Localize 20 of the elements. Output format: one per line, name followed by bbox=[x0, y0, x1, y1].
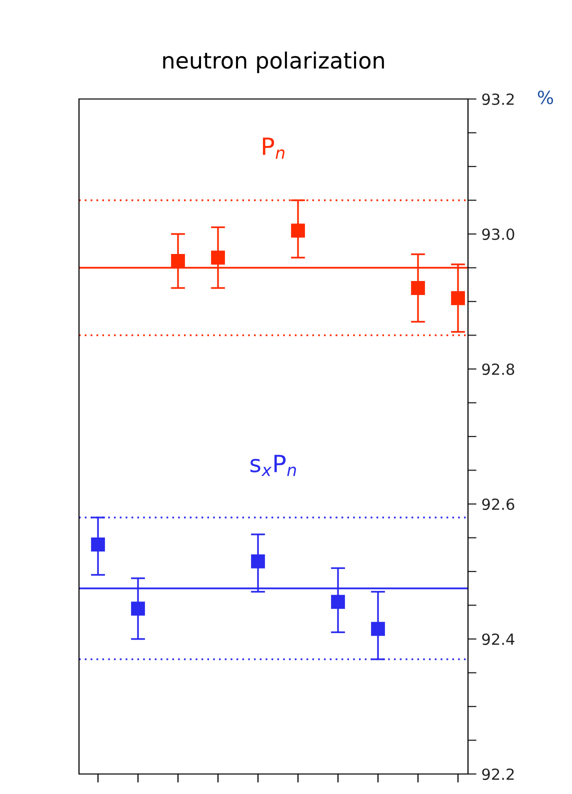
point bbox=[211, 250, 225, 265]
point bbox=[171, 254, 185, 268]
y-tick-label: 92.2 bbox=[482, 768, 514, 780]
y-tick-label: 92.4 bbox=[482, 633, 514, 646]
point bbox=[371, 622, 385, 636]
y-tick-label: 92.6 bbox=[482, 498, 514, 510]
y-tick-label: 93.2 bbox=[482, 93, 514, 106]
y-axis-title: % bbox=[538, 90, 554, 104]
text: P$_{n}$ bbox=[262, 138, 284, 159]
point bbox=[291, 224, 305, 238]
point bbox=[451, 291, 465, 306]
point bbox=[251, 554, 265, 568]
text: s$_{x}$P$_{n}$ bbox=[250, 454, 296, 476]
point bbox=[91, 538, 105, 552]
point bbox=[411, 281, 425, 295]
y-tick-label: 93.0 bbox=[482, 228, 514, 240]
point bbox=[331, 594, 345, 609]
y-tick-label: 92.8 bbox=[482, 363, 514, 376]
point bbox=[131, 602, 145, 616]
chart-title: neutron polarization bbox=[163, 52, 384, 74]
